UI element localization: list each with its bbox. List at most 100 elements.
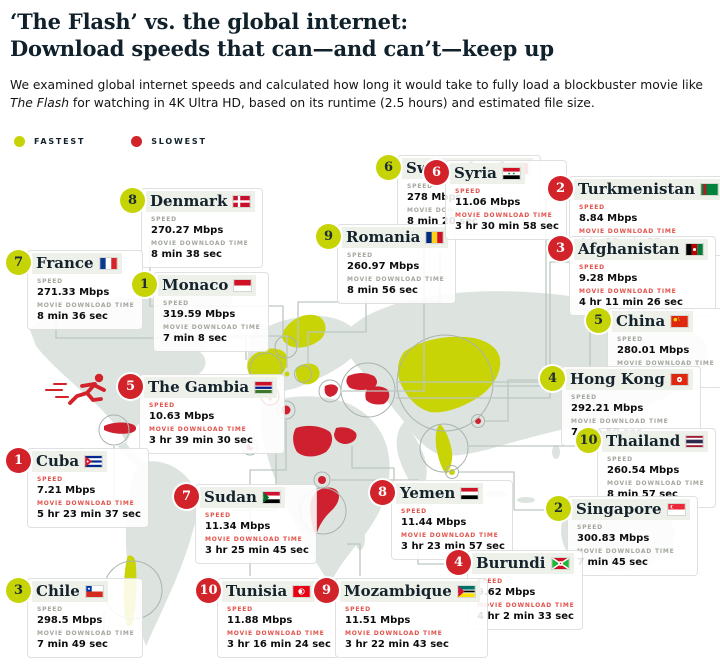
rank-badge: 1 xyxy=(132,272,157,297)
speed-label: SPEED xyxy=(37,278,63,285)
speed-label: SPEED xyxy=(151,216,177,223)
legend-slowest: SLOWEST xyxy=(131,136,207,148)
title-line-2: Download speeds that can—and can’t—keep … xyxy=(10,36,554,62)
speed-value: 10.63 Mbps xyxy=(149,410,215,422)
rank-badge: 6 xyxy=(424,160,449,185)
speed-label: SPEED xyxy=(607,456,633,463)
speed-value: 280.01 Mbps xyxy=(617,344,690,356)
speed-value: 11.06 Mbps xyxy=(455,196,521,208)
country-name: Thailand xyxy=(606,432,681,450)
speed-value: 11.44 Mbps xyxy=(401,516,467,528)
flag-syria-icon xyxy=(501,166,521,180)
time-value: 4 hr 11 min 26 sec xyxy=(579,296,683,308)
time-value: 3 hr 30 min 58 sec xyxy=(455,220,559,232)
speed-value: 9.28 Mbps xyxy=(579,272,638,284)
rank-badge: 5 xyxy=(118,374,143,399)
time-label: MOVIE DOWNLOAD TIME xyxy=(579,288,677,296)
country-name: Burundi xyxy=(476,554,546,572)
country-name: Afghanistan xyxy=(578,240,680,258)
time-label: MOVIE DOWNLOAD TIME xyxy=(455,212,553,220)
rank-badge: 3 xyxy=(548,236,573,261)
time-label: MOVIE DOWNLOAD TIME xyxy=(149,426,247,434)
speed-label: SPEED xyxy=(455,188,481,195)
time-label: MOVIE DOWNLOAD TIME xyxy=(151,240,249,248)
country-callout-afghanistan: 3 Afghanistan SPEED 9.28 Mbps MOVIE DOWN… xyxy=(548,236,716,317)
time-value: 3 hr 22 min 43 sec xyxy=(345,638,449,650)
country-callout-romania: 9 Romania SPEED 260.97 Mbps MOVIE DOWNLO… xyxy=(316,224,457,305)
rank-badge: 8 xyxy=(120,188,145,213)
speed-value: 298.5 Mbps xyxy=(37,614,103,626)
title-line-1: ‘The Flash’ vs. the global internet: xyxy=(10,9,408,34)
intro-part-1: We examined global internet speeds and c… xyxy=(10,77,703,92)
country-name: Sudan xyxy=(204,488,257,506)
time-value: 8 min 56 sec xyxy=(347,284,418,296)
speed-value: 260.97 Mbps xyxy=(347,260,420,272)
flag-afghanistan-icon xyxy=(684,242,704,256)
flag-burundi-icon xyxy=(550,556,570,570)
speed-label: SPEED xyxy=(571,394,597,401)
time-value: 3 hr 25 min 45 sec xyxy=(205,544,309,556)
speed-label: SPEED xyxy=(205,512,231,519)
country-name: France xyxy=(36,254,94,272)
speed-value: 278 Mbps xyxy=(407,191,462,203)
speed-value: 271.33 Mbps xyxy=(37,286,110,298)
flag-sudan-icon xyxy=(261,490,281,504)
flag-hong-kong-icon xyxy=(669,372,689,386)
speed-value: 8.84 Mbps xyxy=(579,212,638,224)
speed-value: 9.62 Mbps xyxy=(477,586,536,598)
time-value: 3 hr 16 min 24 sec xyxy=(227,638,331,650)
slowest-dot-icon xyxy=(131,136,143,148)
speed-value: 319.59 Mbps xyxy=(163,308,236,320)
speed-value: 260.54 Mbps xyxy=(607,464,680,476)
time-value: 8 min 57 sec xyxy=(607,488,678,500)
country-callout-cuba: 1 Cuba SPEED 7.21 Mbps MOVIE DOWNLOAD TI… xyxy=(6,448,149,529)
country-name: Mozambique xyxy=(344,582,452,600)
fastest-dot-icon xyxy=(14,136,25,148)
country-name: Denmark xyxy=(150,192,228,210)
time-label: MOVIE DOWNLOAD TIME xyxy=(607,480,705,488)
flag-yemen-icon xyxy=(460,486,480,500)
time-value: 3 hr 23 min 57 sec xyxy=(401,540,505,552)
flag-tunisia-icon xyxy=(292,584,312,598)
fastest-label: FASTEST xyxy=(34,137,86,147)
speed-value: 11.34 Mbps xyxy=(205,520,271,532)
speed-value: 7.21 Mbps xyxy=(37,484,96,496)
flag-the-gambia-icon xyxy=(254,380,274,394)
speed-label: SPEED xyxy=(163,300,189,307)
time-label: MOVIE DOWNLOAD TIME xyxy=(347,276,445,284)
time-label: MOVIE DOWNLOAD TIME xyxy=(401,532,499,540)
rank-badge: 1 xyxy=(6,448,31,473)
flag-singapore-icon xyxy=(666,502,686,516)
time-value: 3 hr 39 min 30 sec xyxy=(149,434,253,446)
country-callout-france: 7 France SPEED 271.33 Mbps MOVIE DOWNLOA… xyxy=(6,250,143,331)
country-callout-yemen: 8 Yemen SPEED 11.44 Mbps MOVIE DOWNLOAD … xyxy=(370,480,513,561)
flag-cuba-icon xyxy=(84,454,104,468)
speed-value: 11.88 Mbps xyxy=(227,614,293,626)
speed-label: SPEED xyxy=(401,508,427,515)
country-name: Romania xyxy=(346,228,421,246)
country-name: Monaco xyxy=(162,276,229,294)
speed-label: SPEED xyxy=(37,476,63,483)
country-callout-singapore: 2 Singapore SPEED 300.83 Mbps MOVIE DOWN… xyxy=(546,496,698,577)
time-value: 7 min 49 sec xyxy=(37,638,108,650)
time-label: MOVIE DOWNLOAD TIME xyxy=(163,324,261,332)
legend-fastest: FASTEST xyxy=(14,136,86,148)
slowest-label: SLOWEST xyxy=(151,137,207,147)
time-label: MOVIE DOWNLOAD TIME xyxy=(477,602,575,610)
country-callout-syria: 6 Syria SPEED 11.06 Mbps MOVIE DOWNLOAD … xyxy=(424,160,567,241)
page-title: ‘The Flash’ vs. the global internet: Dow… xyxy=(10,8,708,63)
country-name: Singapore xyxy=(576,500,662,518)
flag-monaco-icon xyxy=(233,278,253,292)
speed-label: SPEED xyxy=(617,336,643,343)
rank-badge: 9 xyxy=(314,578,339,603)
time-label: MOVIE DOWNLOAD TIME xyxy=(37,302,135,310)
country-callout-mozambique: 9 Mozambique SPEED 11.51 Mbps MOVIE DOWN… xyxy=(314,578,488,659)
intro-text: We examined global internet speeds and c… xyxy=(10,76,708,113)
country-name: Chile xyxy=(36,582,80,600)
rank-badge: 2 xyxy=(546,496,571,521)
speed-label: SPEED xyxy=(579,204,605,211)
country-name: Hong Kong xyxy=(570,370,665,388)
speed-value: 270.27 Mbps xyxy=(151,224,224,236)
time-value: 8 min 20 sec xyxy=(407,215,478,227)
country-callout-monaco: 1 Monaco SPEED 319.59 Mbps MOVIE DOWNLOA… xyxy=(132,272,269,353)
